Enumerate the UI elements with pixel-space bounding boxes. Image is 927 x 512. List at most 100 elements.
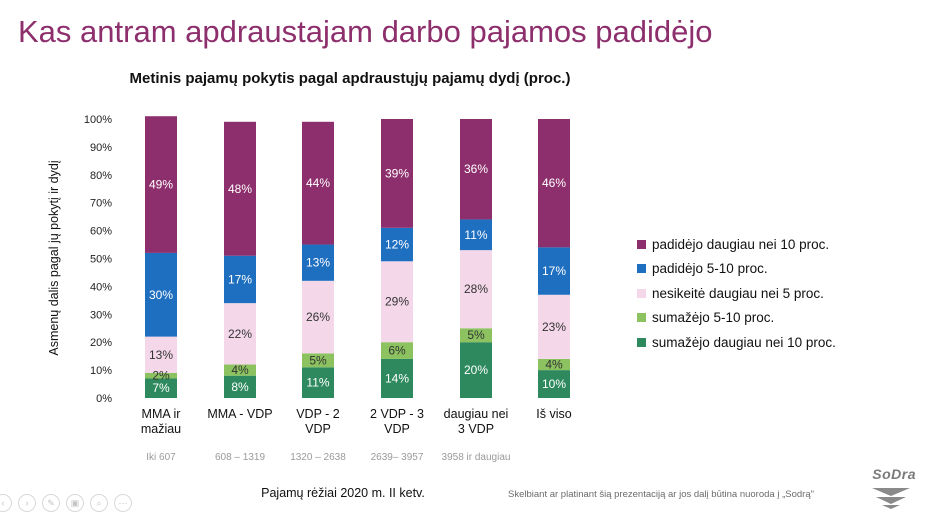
bar-segment — [145, 378, 177, 398]
data-label: 6% — [388, 344, 406, 358]
bar-segment — [460, 119, 492, 220]
data-label: 36% — [464, 162, 488, 176]
bar-segment — [460, 219, 492, 251]
bar-segment — [145, 252, 177, 337]
bar-stack: 10% 4% 23% 17% 46% — [538, 119, 570, 398]
pen-icon[interactable]: ✎ — [42, 494, 60, 512]
x-sublabel: 1320 – 2638 — [290, 452, 346, 463]
slides-icon[interactable]: ▣ — [66, 494, 84, 512]
bar-segment — [302, 121, 334, 245]
bar-segment — [224, 303, 256, 365]
bar-segment — [381, 227, 413, 262]
bar-segment — [224, 121, 256, 256]
legend-label: padidėjo 5-10 proc. — [652, 261, 768, 277]
data-label: 39% — [385, 166, 409, 180]
bar-segment — [145, 372, 177, 379]
y-tick-label: 60% — [90, 226, 112, 238]
bar-segment — [381, 342, 413, 359]
y-tick-label: 0% — [96, 393, 112, 405]
x-tick-label: MMA ir — [142, 407, 181, 421]
legend-swatch — [637, 288, 646, 298]
previous-icon[interactable]: ‹ — [0, 494, 12, 512]
chart-legend: padidėjo daugiau nei 10 proc. padidėjo 5-… — [637, 232, 836, 355]
y-tick-label: 30% — [90, 309, 112, 321]
data-label: 11% — [306, 376, 329, 390]
bar-segment — [460, 328, 492, 343]
x-tick-label: Iš viso — [536, 407, 571, 421]
data-label: 8% — [231, 380, 249, 394]
data-label: 4% — [545, 358, 563, 372]
bar-segment — [302, 244, 334, 281]
bar-stack: 14% 6% 29% 12% 39% — [381, 119, 413, 398]
bar-segment — [538, 119, 570, 248]
x-tick-label: daugiau nei — [444, 407, 509, 421]
x-tick-label: 2 VDP - 3 — [370, 407, 424, 421]
x-tick-label: VDP — [305, 422, 331, 436]
bar-segment — [224, 375, 256, 398]
bar-segment — [145, 336, 177, 373]
y-tick-label: 20% — [90, 337, 112, 349]
bar-segment — [302, 367, 334, 398]
bar-segment — [538, 358, 570, 371]
legend-item: sumažėjo daugiau nei 10 proc. — [637, 330, 836, 355]
footer-note: Skelbiant ar platinant šią prezentaciją … — [508, 489, 814, 500]
legend-item: sumažėjo 5-10 proc. — [637, 306, 836, 331]
data-label: 11% — [464, 228, 487, 242]
bar-segment — [224, 364, 256, 376]
x-sublabel: 608 – 1319 — [215, 452, 265, 463]
y-tick-label: 50% — [90, 254, 112, 266]
bar-segment — [145, 116, 177, 253]
logo-text: SoDra — [872, 466, 916, 482]
legend-label: sumažėjo daugiau nei 10 proc. — [652, 334, 836, 350]
data-label: 12% — [385, 238, 409, 252]
chart-title: Metinis pajamų pokytis pagal apdraustųjų… — [129, 70, 571, 87]
legend-label: padidėjo daugiau nei 10 proc. — [652, 236, 830, 252]
x-tick-label: 3 VDP — [458, 422, 494, 436]
data-label: 10% — [542, 377, 566, 391]
data-label: 20% — [464, 363, 488, 377]
data-label: 14% — [385, 371, 409, 385]
legend-swatch — [637, 337, 646, 347]
data-label: 26% — [306, 310, 330, 324]
x-sublabel: 3958 ir daugiau — [442, 452, 511, 463]
y-tick-label: 100% — [84, 114, 112, 126]
next-icon[interactable]: › — [18, 494, 36, 512]
legend-item: nesikeitė daugiau nei 5 proc. — [637, 281, 836, 306]
bar-stack: 7%2% 13% 30% 49% — [145, 116, 177, 398]
data-label: 28% — [464, 282, 488, 296]
x-axis-label: Pajamų rėžiai 2020 m. II ketv. — [261, 486, 425, 500]
bar-segment — [538, 294, 570, 359]
data-label: 4% — [231, 363, 249, 377]
data-label: 23% — [542, 320, 566, 334]
data-label: 49% — [149, 178, 173, 192]
x-tick-label: mažiau — [141, 422, 181, 436]
x-tick-label: VDP — [384, 422, 410, 436]
bar-stack: 8% 4% 22% 17% 48% — [224, 121, 256, 398]
slide-navigation: ‹ › ✎ ▣ ⌕ ⋯ — [0, 494, 132, 512]
data-label: 7% — [152, 381, 170, 395]
legend-swatch — [637, 313, 646, 323]
bar-segment — [302, 353, 334, 368]
bar-stack: 11% 5% 26% 13% 44% — [302, 121, 334, 398]
zoom-icon[interactable]: ⌕ — [90, 494, 108, 512]
data-label: 29% — [385, 295, 409, 309]
y-tick-label: 10% — [90, 365, 112, 377]
data-label: 48% — [228, 182, 252, 196]
data-label: 17% — [542, 264, 566, 278]
bar-segment — [381, 358, 413, 398]
y-tick-label: 40% — [90, 281, 112, 293]
more-icon[interactable]: ⋯ — [114, 494, 132, 512]
y-tick-label: 80% — [90, 170, 112, 182]
logo-mark-icon — [872, 488, 910, 509]
bar-segment — [460, 342, 492, 398]
data-label: 46% — [542, 176, 566, 190]
y-tick-label: 70% — [90, 198, 112, 210]
slide-title: Kas antram apdraustajam darbo pajamos pa… — [18, 14, 713, 49]
y-axis-label: Asmenų dalis pagal jų pokytį ir dydį — [47, 160, 61, 355]
x-tick-label: VDP - 2 — [296, 407, 340, 421]
legend-swatch — [637, 264, 646, 274]
bar-stack: 20% 5% 28% 11% 36% — [460, 119, 492, 398]
bar-segment — [381, 119, 413, 228]
y-tick-label: 90% — [90, 142, 112, 154]
